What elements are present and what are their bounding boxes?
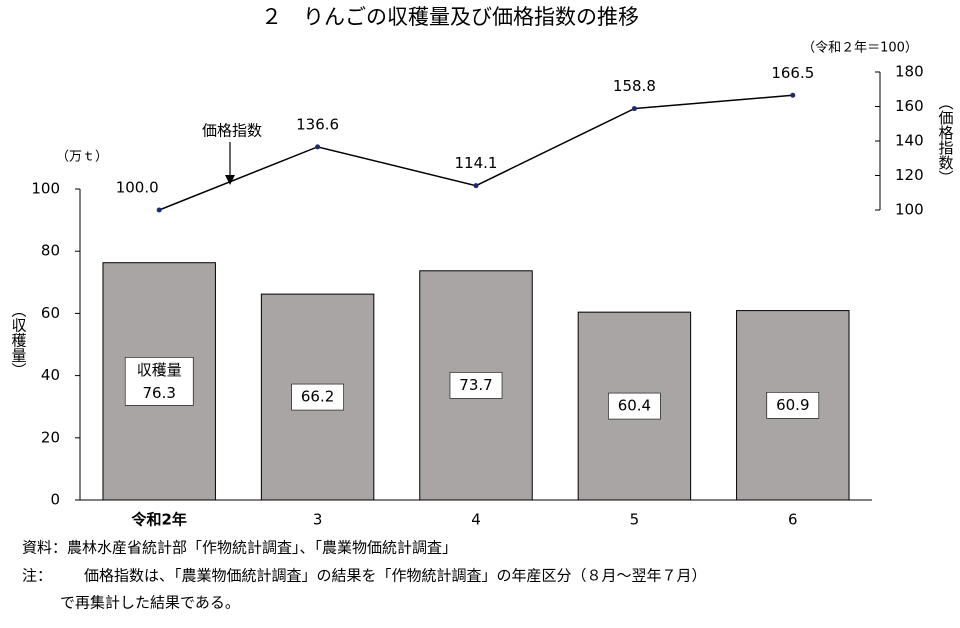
y2-tick-label: 180 — [895, 63, 924, 81]
value-label: 60.4 — [618, 397, 651, 415]
y-tick-label: 40 — [41, 366, 60, 384]
y2-tick-label: 120 — [895, 166, 924, 184]
marker — [156, 207, 162, 213]
y-tick-label: 0 — [50, 491, 60, 509]
x-tick-label: 6 — [788, 511, 798, 529]
value-label: 73.7 — [459, 376, 492, 394]
value-label-box — [449, 372, 503, 399]
line — [158, 94, 793, 211]
note-label: 注： — [22, 567, 52, 585]
value-label: 100.0 — [116, 179, 159, 197]
y-tick-label: 80 — [41, 242, 60, 260]
y2-tick-label: 160 — [895, 97, 924, 115]
value-label: 66.2 — [301, 388, 334, 406]
marker — [790, 92, 796, 98]
x-tick-label: 4 — [471, 511, 481, 529]
value-label: 158.8 — [613, 77, 656, 95]
source: 資料：農林水産省統計部「作物統計調査」、「農業物価統計調査」 — [22, 539, 457, 557]
x-tick-label: 3 — [313, 511, 323, 529]
y-tick-label: 60 — [41, 304, 60, 322]
y2-tick-label: 140 — [895, 132, 924, 150]
y2-tick-label: 100 — [895, 201, 924, 219]
marker — [631, 106, 637, 112]
y-axis-title: （収穫量） — [10, 303, 28, 378]
note: 価格指数は、「農業物価統計調査」の結果を「作物統計調査」の年産区分（８月～翌年７… — [84, 567, 707, 585]
value-label: 136.6 — [296, 115, 339, 133]
value-label: 76.3 — [142, 384, 175, 402]
marker — [315, 144, 321, 150]
x-tick-label: 5 — [630, 511, 640, 529]
y-tick-label: 100 — [31, 180, 60, 198]
annotation-arrowhead — [225, 175, 235, 185]
value-label: 166.5 — [771, 64, 814, 82]
value-label: 60.9 — [776, 396, 809, 414]
chart-title: ２ りんごの収穫量及び価格指数の推移 — [261, 5, 639, 29]
series-label: 価格指数 — [202, 122, 262, 140]
value-label-box — [766, 392, 820, 419]
value-label-box — [608, 392, 661, 420]
note: で再集計した結果である。 — [60, 594, 240, 612]
marker — [473, 183, 479, 189]
y2-axis-title: （価格指数） — [937, 95, 955, 185]
value-label-box — [124, 357, 194, 406]
y2-unit: （令和２年＝100） — [802, 41, 918, 56]
y-unit: （万ｔ） — [56, 150, 108, 165]
series-label: 収穫量 — [137, 361, 182, 379]
x-tick-label: 令和2年 — [131, 511, 186, 529]
value-label-box — [291, 383, 344, 411]
value-label: 114.1 — [455, 154, 498, 172]
y-tick-label: 20 — [41, 428, 60, 446]
